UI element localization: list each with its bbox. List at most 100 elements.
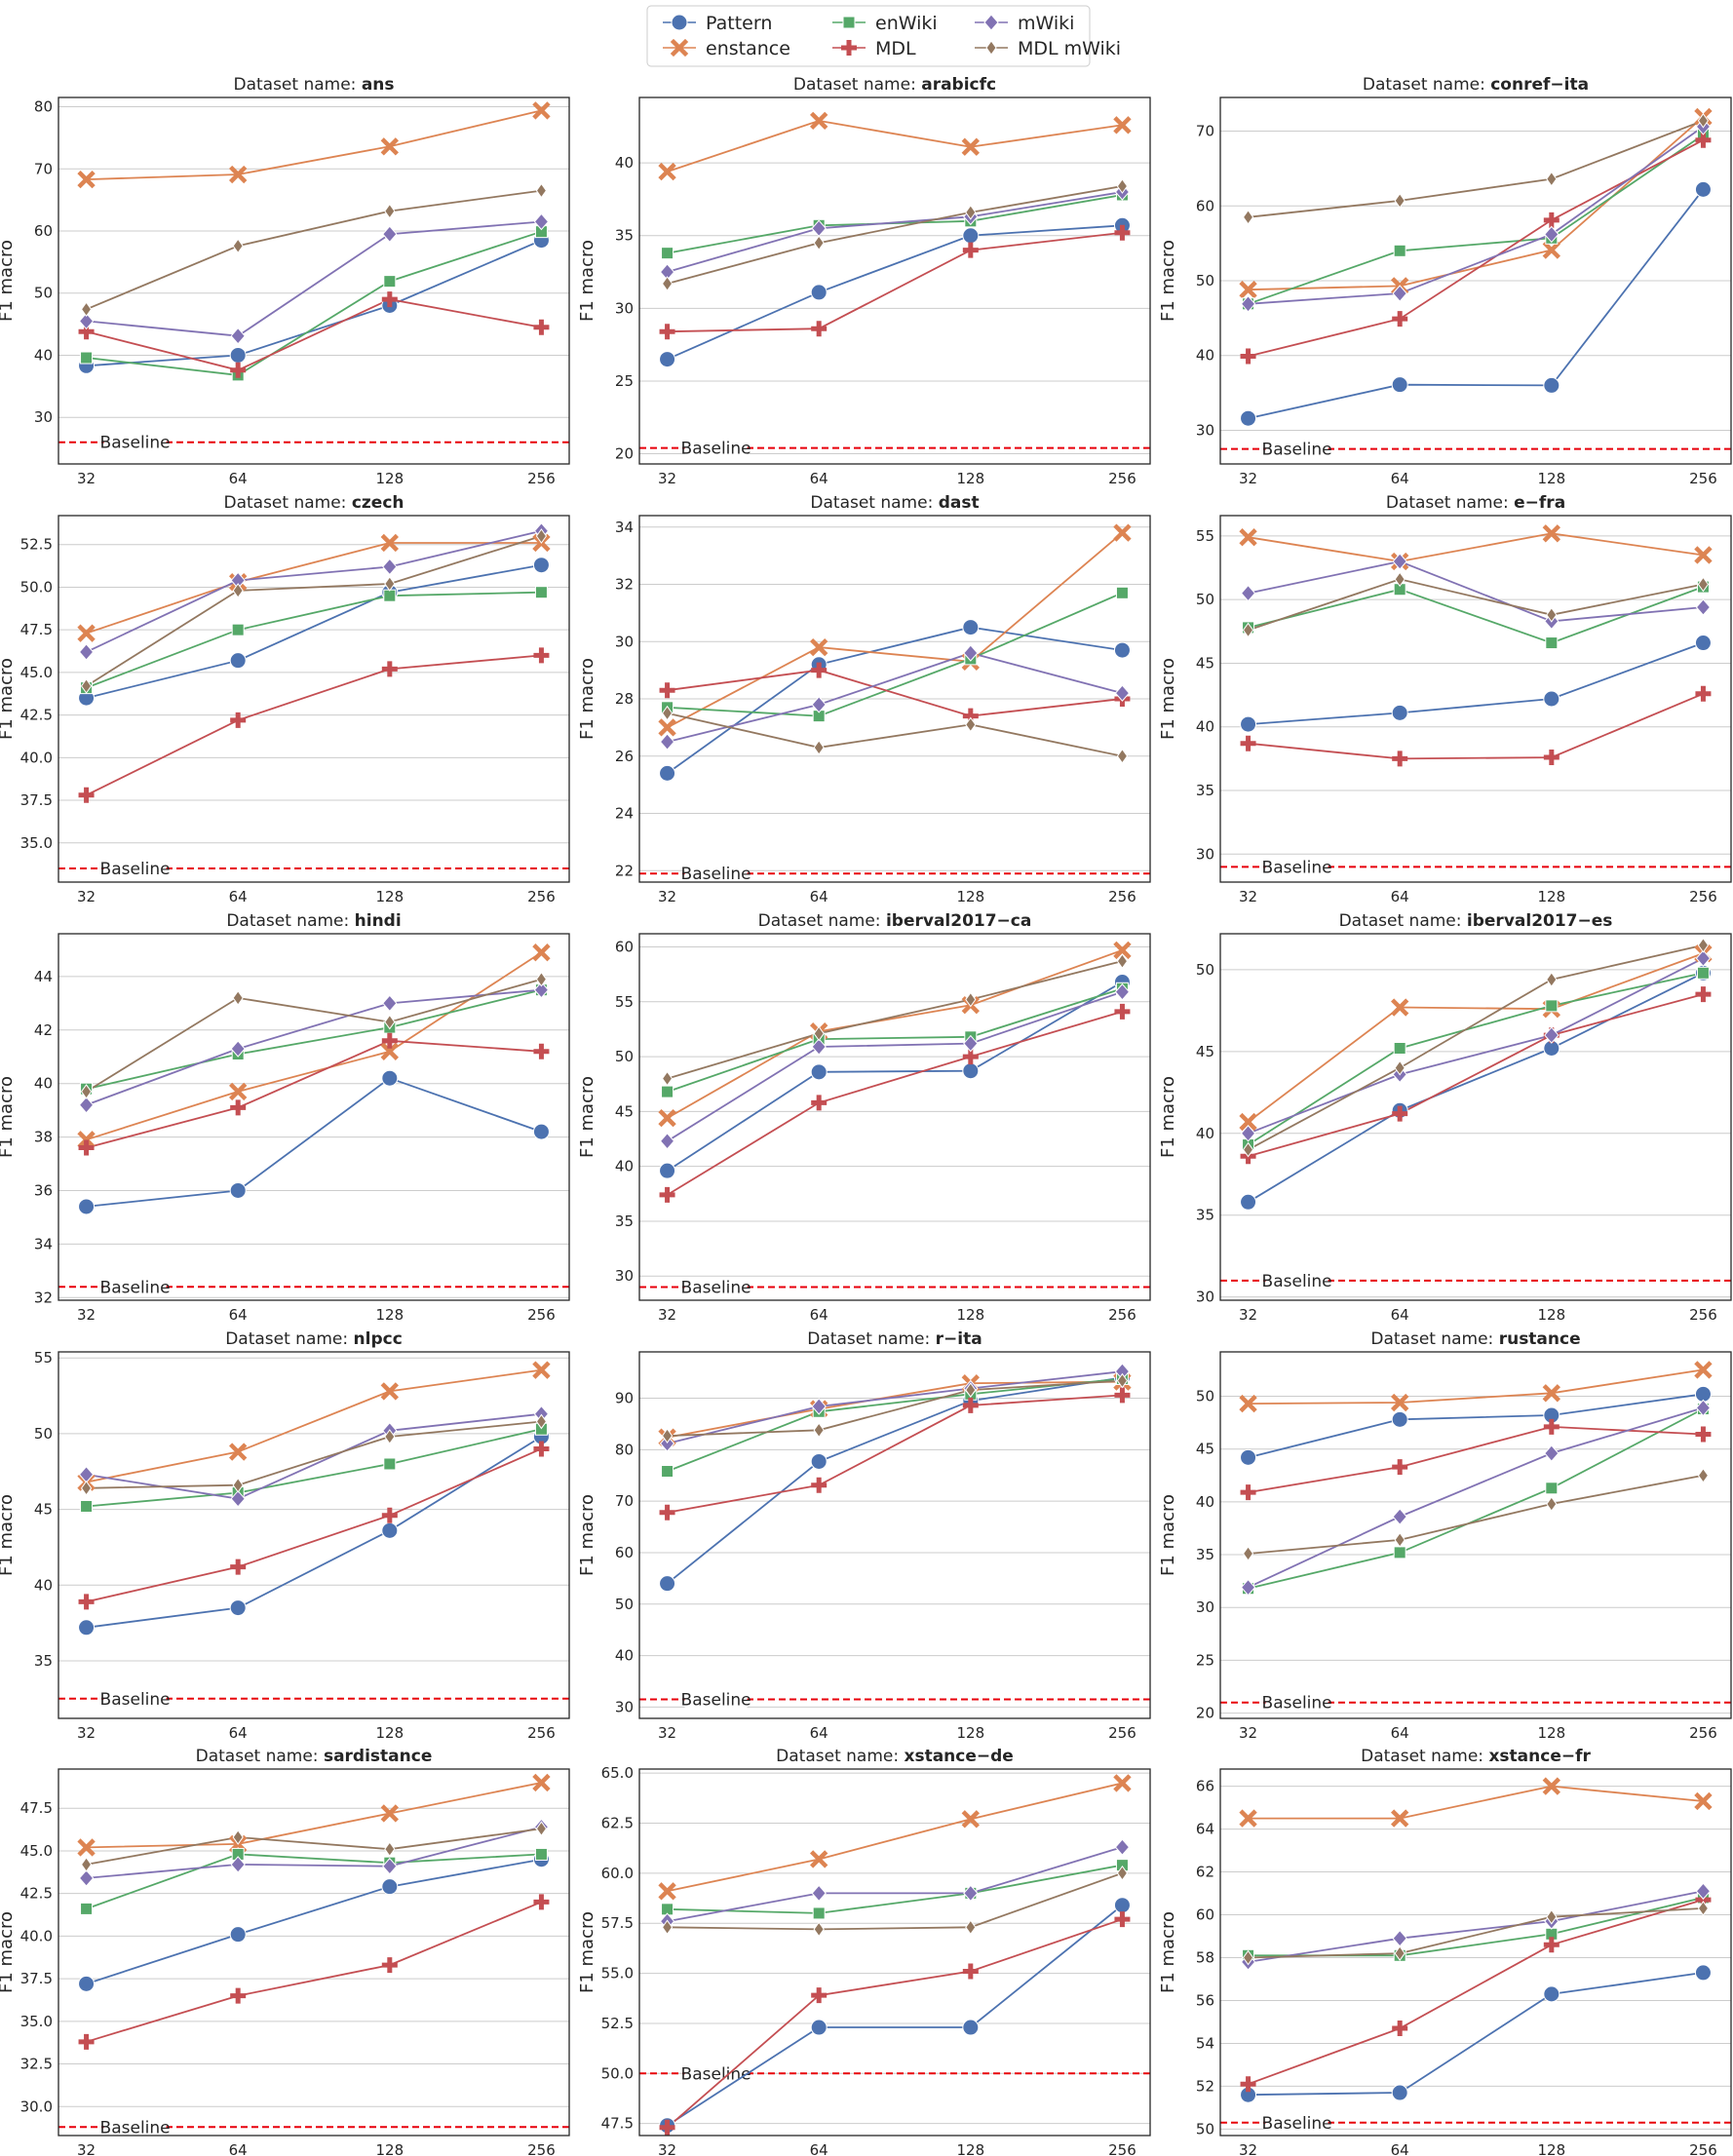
x-tick-label: 256 bbox=[1689, 1306, 1717, 1324]
chart-title-dataset: iberval2017−es bbox=[1467, 911, 1613, 931]
data-point bbox=[1242, 209, 1254, 225]
data-point bbox=[661, 1428, 674, 1444]
y-tick-label: 30 bbox=[1196, 1598, 1214, 1616]
y-tick-label: 60 bbox=[1196, 1906, 1214, 1924]
data-point bbox=[962, 619, 980, 636]
legend-marker bbox=[671, 14, 688, 31]
y-tick-label: 52.5 bbox=[601, 2015, 634, 2032]
series-line bbox=[1248, 972, 1704, 1146]
data-point bbox=[1543, 1937, 1560, 1953]
series-line bbox=[667, 1394, 1123, 1514]
data-point bbox=[78, 643, 95, 661]
data-point bbox=[810, 1452, 828, 1470]
data-point bbox=[383, 589, 397, 602]
y-tick-label: 22 bbox=[615, 862, 634, 879]
series-line bbox=[86, 542, 542, 635]
data-point bbox=[533, 212, 550, 231]
baseline-label: Baseline bbox=[1262, 441, 1332, 460]
data-point bbox=[659, 1575, 676, 1593]
y-tick-label: 42 bbox=[34, 1021, 53, 1039]
series-line bbox=[667, 1871, 1123, 1931]
chart-title: Dataset name: r−ita bbox=[807, 1329, 982, 1349]
chart-title-dataset: arabicfc bbox=[921, 75, 996, 95]
data-point bbox=[659, 733, 675, 751]
data-point bbox=[1544, 1026, 1560, 1044]
y-tick-label: 34 bbox=[34, 1235, 53, 1252]
data-point bbox=[229, 1181, 247, 1199]
y-tick-label: 20 bbox=[615, 445, 634, 463]
x-tick-label: 32 bbox=[658, 2141, 676, 2156]
data-point bbox=[811, 321, 828, 337]
chart-title-prefix: Dataset name: bbox=[807, 1329, 935, 1349]
x-tick-label: 32 bbox=[658, 470, 676, 487]
data-point bbox=[1115, 586, 1129, 599]
chart-title-dataset: sardistance bbox=[324, 1747, 432, 1766]
data-point bbox=[533, 981, 550, 999]
data-point bbox=[231, 623, 245, 636]
legend-item: Pattern bbox=[663, 13, 772, 34]
x-tick-label: 256 bbox=[527, 470, 556, 487]
data-point bbox=[78, 312, 95, 330]
data-point bbox=[229, 1599, 247, 1617]
data-point bbox=[963, 644, 979, 662]
data-point bbox=[963, 1034, 979, 1053]
x-tick-label: 64 bbox=[810, 1724, 828, 1742]
y-tick-label: 28 bbox=[615, 690, 634, 708]
data-point bbox=[232, 238, 244, 254]
chart-title-dataset: czech bbox=[352, 493, 404, 513]
y-tick-label: 30 bbox=[615, 1267, 634, 1285]
data-point bbox=[1543, 376, 1560, 394]
data-point bbox=[1392, 1105, 1408, 1122]
y-tick-label: 45 bbox=[34, 1501, 53, 1519]
data-point bbox=[384, 1429, 396, 1444]
x-tick-label: 128 bbox=[375, 2141, 404, 2156]
x-tick-label: 256 bbox=[527, 888, 556, 905]
data-point bbox=[1694, 180, 1712, 198]
y-axis-label: F1 macro bbox=[0, 658, 17, 740]
y-tick-label: 62.5 bbox=[601, 1814, 634, 1831]
data-point bbox=[1242, 1546, 1254, 1561]
data-point bbox=[811, 1038, 827, 1056]
chart-panel-rustance: 20 25 30 35 40 45 50 32 64 128 256 Baseline Dataset … bbox=[1158, 1329, 1732, 1742]
baseline-label-bg bbox=[684, 1277, 748, 1297]
data-point bbox=[1393, 244, 1406, 257]
data-point bbox=[1394, 193, 1406, 209]
y-tick-label: 60 bbox=[615, 1544, 634, 1561]
y-tick-label: 66 bbox=[1196, 1778, 1214, 1795]
legend-marker bbox=[985, 40, 997, 56]
data-point bbox=[380, 1804, 399, 1823]
chart-title: Dataset name: e−fra bbox=[1386, 493, 1565, 513]
y-tick-label: 55 bbox=[34, 1349, 53, 1367]
data-point bbox=[384, 1014, 396, 1030]
series-line bbox=[1248, 972, 1704, 1204]
plot-frame bbox=[1219, 1768, 1732, 2137]
chart-title-dataset: ans bbox=[362, 75, 395, 95]
x-tick-label: 32 bbox=[77, 2141, 96, 2156]
data-point bbox=[658, 162, 676, 181]
data-point bbox=[533, 1894, 550, 1910]
y-tick-label: 25 bbox=[615, 372, 634, 390]
x-tick-label: 64 bbox=[810, 470, 828, 487]
series-line bbox=[667, 712, 1123, 757]
data-point bbox=[1240, 1125, 1256, 1142]
baseline-label-bg bbox=[684, 2063, 748, 2084]
series-line bbox=[667, 224, 1123, 361]
data-point bbox=[810, 111, 828, 131]
data-point bbox=[1113, 641, 1131, 659]
data-point bbox=[381, 661, 398, 677]
data-point bbox=[1392, 553, 1407, 570]
data-point bbox=[382, 225, 398, 243]
data-point bbox=[1392, 751, 1408, 767]
chart-title-dataset: iberval2017−ca bbox=[886, 911, 1031, 931]
data-point bbox=[1240, 1484, 1256, 1501]
data-point bbox=[1546, 606, 1558, 623]
data-point bbox=[1545, 999, 1559, 1013]
y-axis-label: F1 macro bbox=[577, 1494, 597, 1576]
x-tick-label: 64 bbox=[810, 2141, 828, 2156]
data-point bbox=[1239, 1394, 1257, 1413]
data-point bbox=[1697, 1467, 1710, 1483]
data-point bbox=[383, 275, 397, 289]
data-point bbox=[659, 2119, 675, 2136]
data-point bbox=[1392, 1508, 1407, 1525]
series-line bbox=[86, 978, 542, 1093]
